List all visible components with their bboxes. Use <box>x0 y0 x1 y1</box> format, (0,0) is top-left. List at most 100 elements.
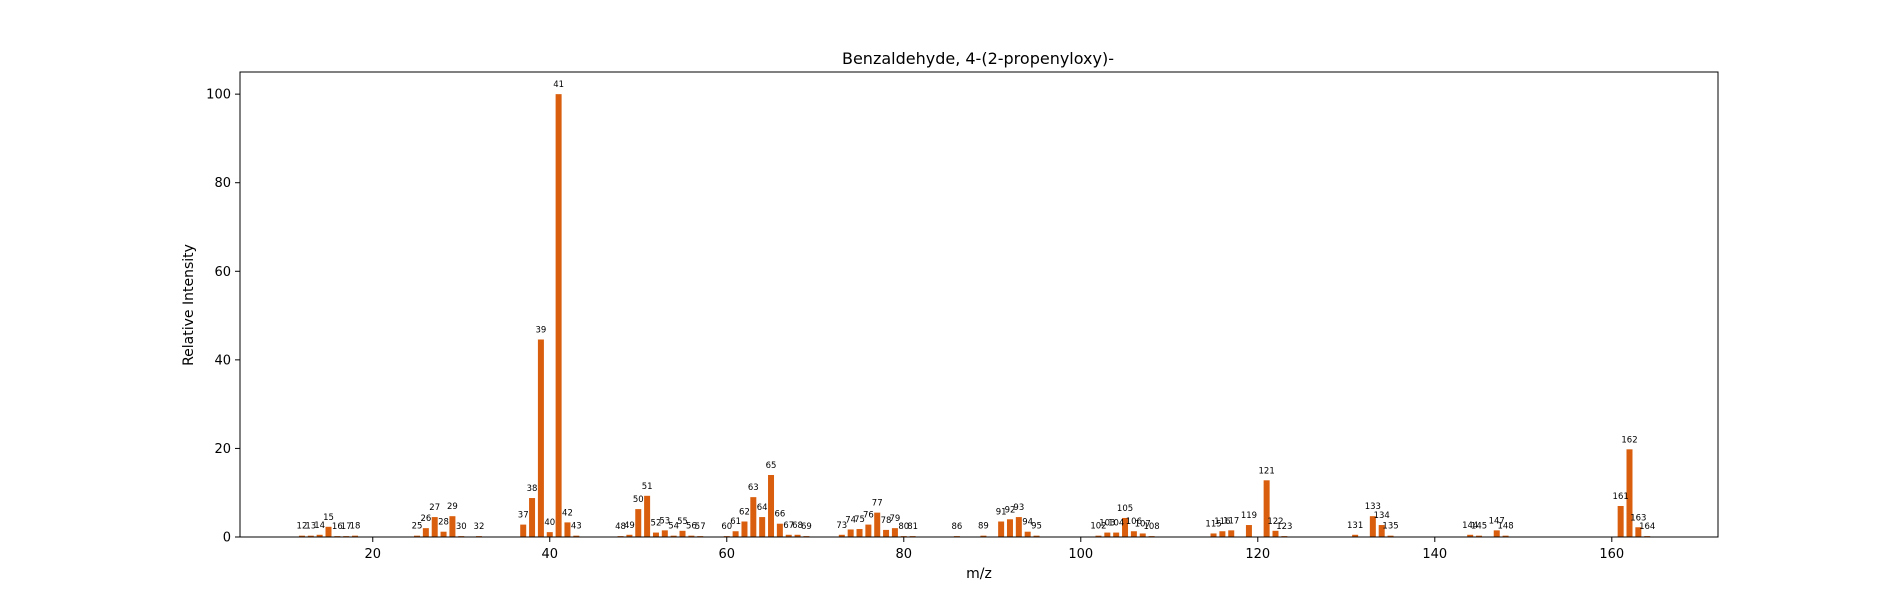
peak-bar-162 <box>1626 449 1633 537</box>
peak-label-43: 43 <box>571 522 582 532</box>
plot-frame <box>239 71 1719 538</box>
peak-label-49: 49 <box>624 521 635 531</box>
peak-label-145: 145 <box>1471 522 1487 532</box>
peak-label-122: 122 <box>1267 517 1283 527</box>
peak-label-147: 147 <box>1489 516 1505 526</box>
peak-label-161: 161 <box>1613 492 1629 502</box>
peak-label-62: 62 <box>739 508 750 518</box>
peak-label-135: 135 <box>1382 522 1398 532</box>
peak-label-37: 37 <box>518 511 529 521</box>
peak-bar-91 <box>998 521 1005 537</box>
peak-bar-107 <box>1139 533 1146 537</box>
peak-label-80: 80 <box>898 522 909 532</box>
peak-label-148: 148 <box>1497 522 1513 532</box>
peak-bar-89 <box>980 535 987 537</box>
peak-bar-147 <box>1493 530 1500 537</box>
x-tick-label-40: 40 <box>541 547 558 562</box>
peak-bar-79 <box>891 528 898 537</box>
x-tick-label-160: 160 <box>1599 547 1624 562</box>
peak-bar-18 <box>352 535 359 537</box>
peak-bar-26 <box>422 528 429 537</box>
peak-bar-67 <box>785 534 792 537</box>
y-axis: 0 20 40 60 80 100 <box>206 88 240 546</box>
peak-label-63: 63 <box>748 483 759 493</box>
peak-label-54: 54 <box>668 522 679 532</box>
peak-bar-62 <box>741 521 748 537</box>
peak-label-92: 92 <box>1005 505 1016 515</box>
peak-label-73: 73 <box>836 521 847 531</box>
peak-label-78: 78 <box>881 516 892 526</box>
peak-bar-117 <box>1228 530 1235 537</box>
peak-label-75: 75 <box>854 515 865 525</box>
peak-label-53: 53 <box>659 516 670 526</box>
peak-label-115: 115 <box>1205 519 1221 529</box>
peak-label-66: 66 <box>774 510 785 520</box>
peak-label-48: 48 <box>615 522 626 532</box>
peak-bar-12 <box>298 535 305 537</box>
peak-label-103: 103 <box>1099 519 1115 529</box>
peak-bar-116 <box>1219 531 1226 537</box>
peak-label-41: 41 <box>553 80 564 90</box>
peak-label-55: 55 <box>677 517 688 527</box>
peak-bar-43 <box>573 535 580 537</box>
peak-label-42: 42 <box>562 508 573 518</box>
peak-label-27: 27 <box>429 503 440 513</box>
peak-label-102: 102 <box>1090 522 1106 532</box>
peak-label-14: 14 <box>314 521 325 531</box>
peak-label-16: 16 <box>332 522 343 532</box>
peak-bar-15 <box>325 526 332 537</box>
peak-label-94: 94 <box>1022 518 1033 528</box>
peak-label-86: 86 <box>951 522 962 532</box>
peak-bar-74 <box>847 529 854 537</box>
peak-label-162: 162 <box>1621 435 1637 445</box>
peak-label-106: 106 <box>1126 517 1142 527</box>
peak-bar-41 <box>555 94 562 537</box>
y-tick-label-40: 40 <box>214 353 231 368</box>
peak-label-57: 57 <box>695 522 706 532</box>
peak-bar-65 <box>768 475 775 537</box>
peak-label-60: 60 <box>721 522 732 532</box>
peak-label-12: 12 <box>297 522 308 532</box>
peak-bar-42 <box>564 522 571 537</box>
peak-label-65: 65 <box>766 461 777 471</box>
peak-label-13: 13 <box>305 522 316 532</box>
peak-bar-49 <box>626 534 633 537</box>
x-tick-label-100: 100 <box>1068 547 1093 562</box>
peak-bar-135 <box>1387 535 1394 537</box>
peak-label-52: 52 <box>651 519 662 529</box>
peak-label-79: 79 <box>890 514 901 524</box>
peak-label-93: 93 <box>1013 503 1024 513</box>
peak-bar-92 <box>1006 519 1013 537</box>
peak-label-89: 89 <box>978 522 989 532</box>
peak-label-39: 39 <box>535 325 546 335</box>
y-tick-label-80: 80 <box>214 176 231 191</box>
peak-label-69: 69 <box>801 522 812 532</box>
x-tick-label-140: 140 <box>1422 547 1447 562</box>
peak-label-68: 68 <box>792 521 803 531</box>
peak-bar-121 <box>1263 480 1270 537</box>
peak-bar-145 <box>1476 535 1483 537</box>
peak-label-117: 117 <box>1223 516 1239 526</box>
y-tick-label-100: 100 <box>206 88 231 103</box>
y-tick-label-60: 60 <box>214 265 231 280</box>
peak-bar-54 <box>670 535 677 537</box>
peak-label-38: 38 <box>527 484 538 494</box>
peak-bar-78 <box>883 529 890 537</box>
peak-bar-73 <box>838 534 845 537</box>
peak-bar-27 <box>431 517 438 537</box>
peak-label-104: 104 <box>1108 519 1124 529</box>
peak-bar-133 <box>1369 516 1376 537</box>
peak-bar-93 <box>1015 517 1022 537</box>
peak-bar-52 <box>652 532 659 537</box>
peak-bar-55 <box>679 530 686 537</box>
peak-label-51: 51 <box>642 482 653 492</box>
peak-bar-119 <box>1245 525 1252 537</box>
peak-label-91: 91 <box>996 508 1007 518</box>
peak-label-56: 56 <box>686 522 697 532</box>
peak-label-15: 15 <box>323 513 334 523</box>
peak-label-40: 40 <box>544 518 555 528</box>
peak-bar-29 <box>449 516 456 537</box>
peak-bar-75 <box>856 529 863 537</box>
